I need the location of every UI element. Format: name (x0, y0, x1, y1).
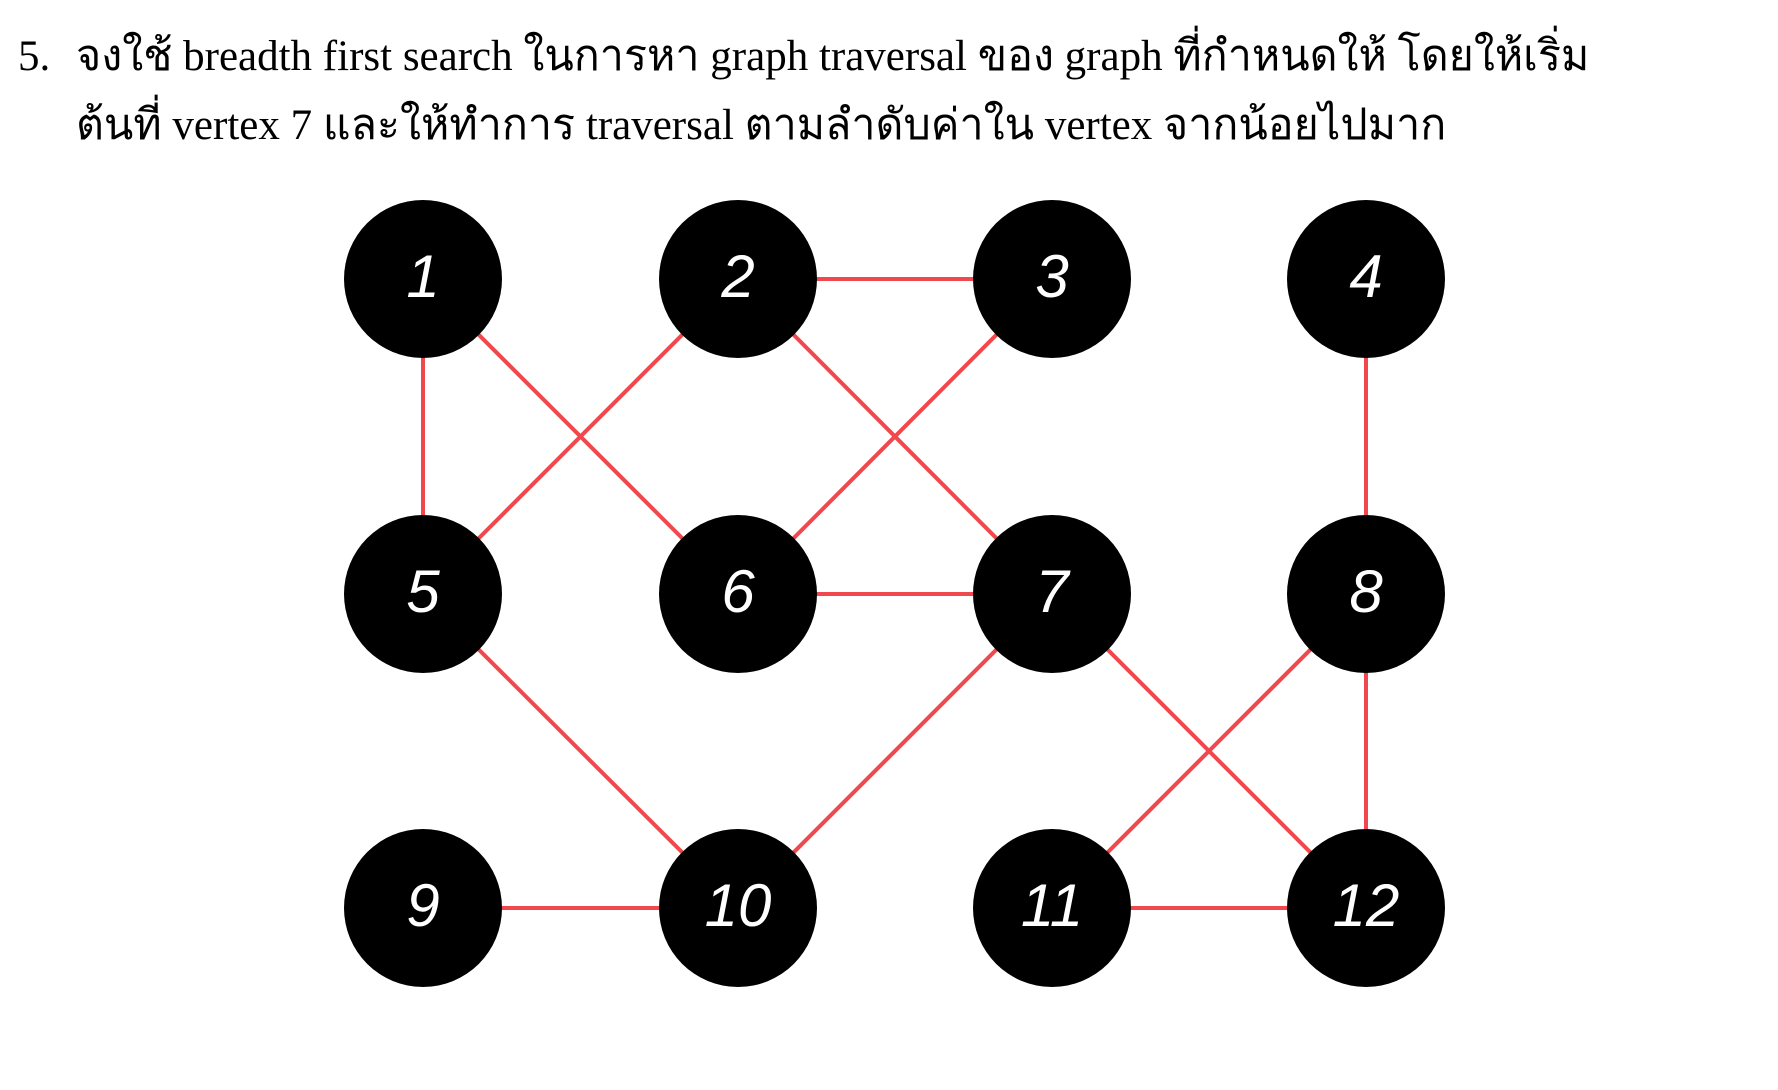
vertex-4-label: 4 (1349, 243, 1382, 310)
vertex-3-label: 3 (1035, 243, 1068, 310)
vertex-10-circle (659, 829, 817, 987)
vertex-1-label: 1 (406, 243, 439, 310)
question-line-1: 5. จงใช้ breadth first search ในการหา gr… (18, 22, 1758, 91)
vertex-3-circle (973, 200, 1131, 358)
vertex-12: 12 (1287, 829, 1445, 987)
vertex-6-circle (659, 515, 817, 673)
vertex-11-label: 11 (1021, 872, 1083, 939)
vertex-2: 2 (659, 200, 817, 358)
vertex-12-label: 12 (1333, 872, 1400, 939)
vertex-3: 3 (973, 200, 1131, 358)
vertex-1-circle (344, 200, 502, 358)
graph-edges (421, 277, 1368, 910)
question-line-2-text: ต้นที่ vertex 7 และให้ทำการ traversal ตา… (76, 102, 1447, 149)
vertex-1: 1 (344, 200, 502, 358)
vertex-9-circle (344, 829, 502, 987)
question-number: 5. (18, 33, 51, 80)
vertex-11-circle (973, 829, 1131, 987)
question-text: 5. จงใช้ breadth first search ในการหา gr… (18, 22, 1758, 160)
vertex-8: 8 (1287, 515, 1445, 673)
question-line-2: ต้นที่ vertex 7 และให้ทำการ traversal ตา… (18, 91, 1758, 160)
vertex-7-label: 7 (1035, 558, 1071, 625)
vertex-2-circle (659, 200, 817, 358)
vertex-10-label: 10 (705, 872, 772, 939)
vertex-9-label: 9 (406, 872, 439, 939)
vertex-9: 9 (344, 829, 502, 987)
graph-nodes: 1 2 3 45 6 7 89 10 11 12 (344, 200, 1445, 987)
vertex-12-circle (1287, 829, 1445, 987)
vertex-2-label: 2 (720, 243, 754, 310)
vertex-6: 6 (659, 515, 817, 673)
vertex-10: 10 (659, 829, 817, 987)
vertex-6-label: 6 (721, 558, 755, 625)
vertex-4-circle (1287, 200, 1445, 358)
vertex-4: 4 (1287, 200, 1445, 358)
vertex-5: 5 (344, 515, 502, 673)
vertex-7-circle (973, 515, 1131, 673)
vertex-8-circle (1287, 515, 1445, 673)
vertex-5-circle (344, 515, 502, 673)
vertex-8-label: 8 (1349, 558, 1383, 625)
vertex-7: 7 (973, 515, 1131, 673)
vertex-5-label: 5 (406, 558, 440, 625)
question-line-1-text: จงใช้ breadth first search ในการหา graph… (76, 33, 1590, 80)
vertex-11: 11 (973, 829, 1131, 987)
